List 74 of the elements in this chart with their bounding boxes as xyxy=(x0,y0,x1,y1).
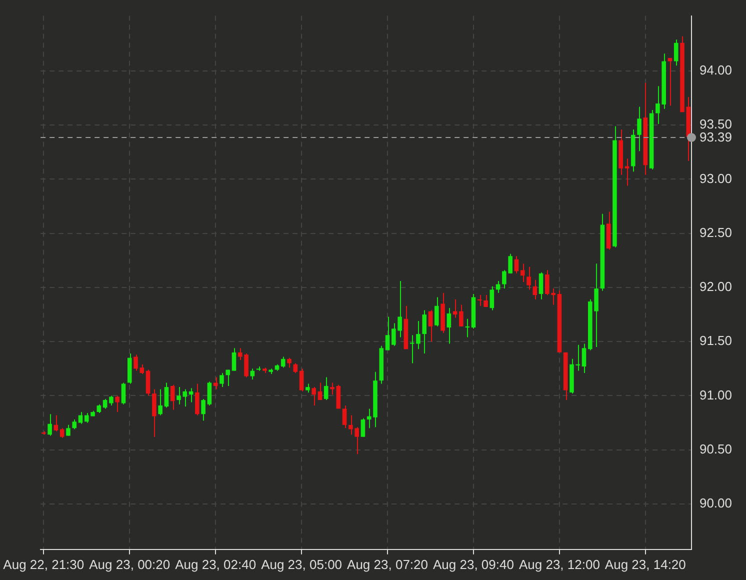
x-tick-label: Aug 23, 07:20 xyxy=(347,556,428,572)
candlestick xyxy=(318,382,322,401)
candlestick xyxy=(164,382,169,408)
candlestick xyxy=(287,357,292,368)
candlestick xyxy=(434,296,439,327)
candlestick xyxy=(226,369,230,386)
candlestick xyxy=(280,356,286,368)
y-tick-label: 91.50 xyxy=(699,333,732,348)
candlestick xyxy=(496,280,500,294)
candlestick xyxy=(213,376,218,390)
candlestick xyxy=(490,286,494,311)
candlestick xyxy=(484,294,488,308)
candlestick xyxy=(668,58,672,106)
candlestick xyxy=(293,362,298,374)
candlestick xyxy=(54,414,58,432)
candlestick xyxy=(72,419,77,430)
candlestick xyxy=(146,369,150,396)
candlestick xyxy=(299,368,304,392)
candlestick xyxy=(121,382,126,405)
candlestick xyxy=(109,395,114,406)
candlestick xyxy=(674,39,678,66)
y-tick-label: 91.00 xyxy=(699,387,732,402)
candlestick xyxy=(459,304,464,327)
candlestick xyxy=(360,418,366,438)
candlestick xyxy=(514,256,519,274)
x-tick-label: Aug 23, 12:00 xyxy=(518,556,600,572)
x-tick-label: Aug 23, 00:20 xyxy=(89,556,170,572)
candlestick xyxy=(532,279,538,300)
y-tick-label: 92.00 xyxy=(699,279,732,294)
candlestick xyxy=(220,372,224,388)
candlestick xyxy=(170,384,175,410)
candlestick xyxy=(385,316,390,351)
candlestick xyxy=(465,318,470,338)
candlestick xyxy=(60,428,64,438)
candlestick xyxy=(201,398,206,422)
candlestick xyxy=(477,294,482,306)
candlestick xyxy=(446,308,452,344)
candlestick xyxy=(324,376,328,401)
candlestick xyxy=(538,272,544,300)
candlestick xyxy=(312,386,316,406)
candlestick xyxy=(624,158,630,186)
candlestick xyxy=(195,383,200,416)
x-tick-label: Aug 23, 05:00 xyxy=(261,556,342,572)
candlestick xyxy=(66,424,70,436)
candlestick xyxy=(416,320,420,350)
x-tick-label: Aug 23, 09:40 xyxy=(433,556,514,572)
candlestick xyxy=(115,395,120,412)
candlestick xyxy=(134,354,138,372)
candlestick xyxy=(232,348,236,372)
x-tick-label: Aug 23, 02:40 xyxy=(175,556,256,572)
candlestick xyxy=(422,310,427,354)
candlestick xyxy=(582,343,586,374)
y-tick-label: 90.50 xyxy=(699,441,732,456)
candlestick xyxy=(637,106,642,152)
y-tick-label: 92.50 xyxy=(699,224,732,240)
candlestick xyxy=(520,263,525,283)
candlestick xyxy=(152,388,156,438)
y-tick-label: 90.00 xyxy=(699,496,732,511)
candlestick xyxy=(526,266,531,290)
candlestick xyxy=(410,334,414,364)
ref-line-label: 93.39 xyxy=(699,130,732,145)
y-tick-label: 93.50 xyxy=(699,116,732,132)
candlestick xyxy=(207,381,212,406)
y-tick-label: 93.00 xyxy=(699,170,732,186)
candlestick xyxy=(428,310,433,342)
x-tick-label: Aug 22, 21:30 xyxy=(3,556,84,572)
y-tick-label: 94.00 xyxy=(699,62,732,78)
candlestick xyxy=(158,388,162,416)
candlestick xyxy=(48,414,52,436)
candlestick xyxy=(342,404,347,429)
candlestick xyxy=(78,411,83,424)
candlestick xyxy=(102,398,108,410)
x-tick-label: Aug 23, 14:20 xyxy=(604,556,686,572)
candlestick xyxy=(140,364,144,375)
